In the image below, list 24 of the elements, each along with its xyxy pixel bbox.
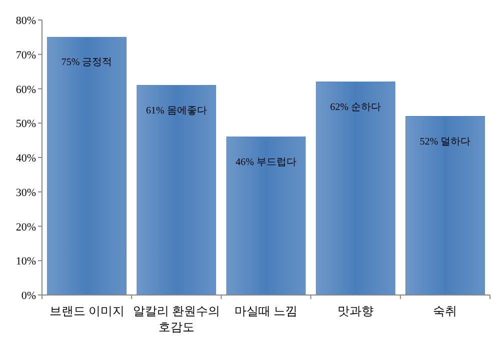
data-label: 61% 몸에좋다	[146, 105, 207, 116]
y-tick-label: 40%	[16, 152, 36, 164]
bar	[406, 116, 485, 296]
bar	[47, 36, 126, 296]
x-tick-label: 마실때 느낌	[234, 304, 298, 318]
x-tick-label: 브랜드 이미지	[49, 304, 124, 318]
y-tick-label: 20%	[16, 221, 36, 234]
x-tick-label: 맛과향	[338, 304, 374, 318]
y-tick-label: 50%	[16, 118, 36, 130]
bar	[136, 85, 216, 296]
y-tick-label: 0%	[21, 290, 36, 302]
bar	[316, 82, 396, 296]
data-label: 75% 긍정적	[61, 57, 112, 68]
y-tick-label: 30%	[16, 186, 36, 199]
x-tick-label: 알칼리 환원수의 호감도	[132, 304, 220, 334]
y-tick-label: 60%	[16, 84, 36, 96]
y-tick-label: 10%	[16, 256, 36, 268]
y-tick-label: 80%	[16, 15, 36, 27]
y-tick-label: 70%	[16, 49, 36, 62]
data-label: 52% 덜하다	[420, 136, 471, 148]
x-tick-label: 숙취	[433, 304, 458, 318]
data-label: 46% 부드럽다	[236, 156, 296, 168]
data-label: 62% 순하다	[330, 102, 382, 113]
bar	[226, 136, 306, 296]
